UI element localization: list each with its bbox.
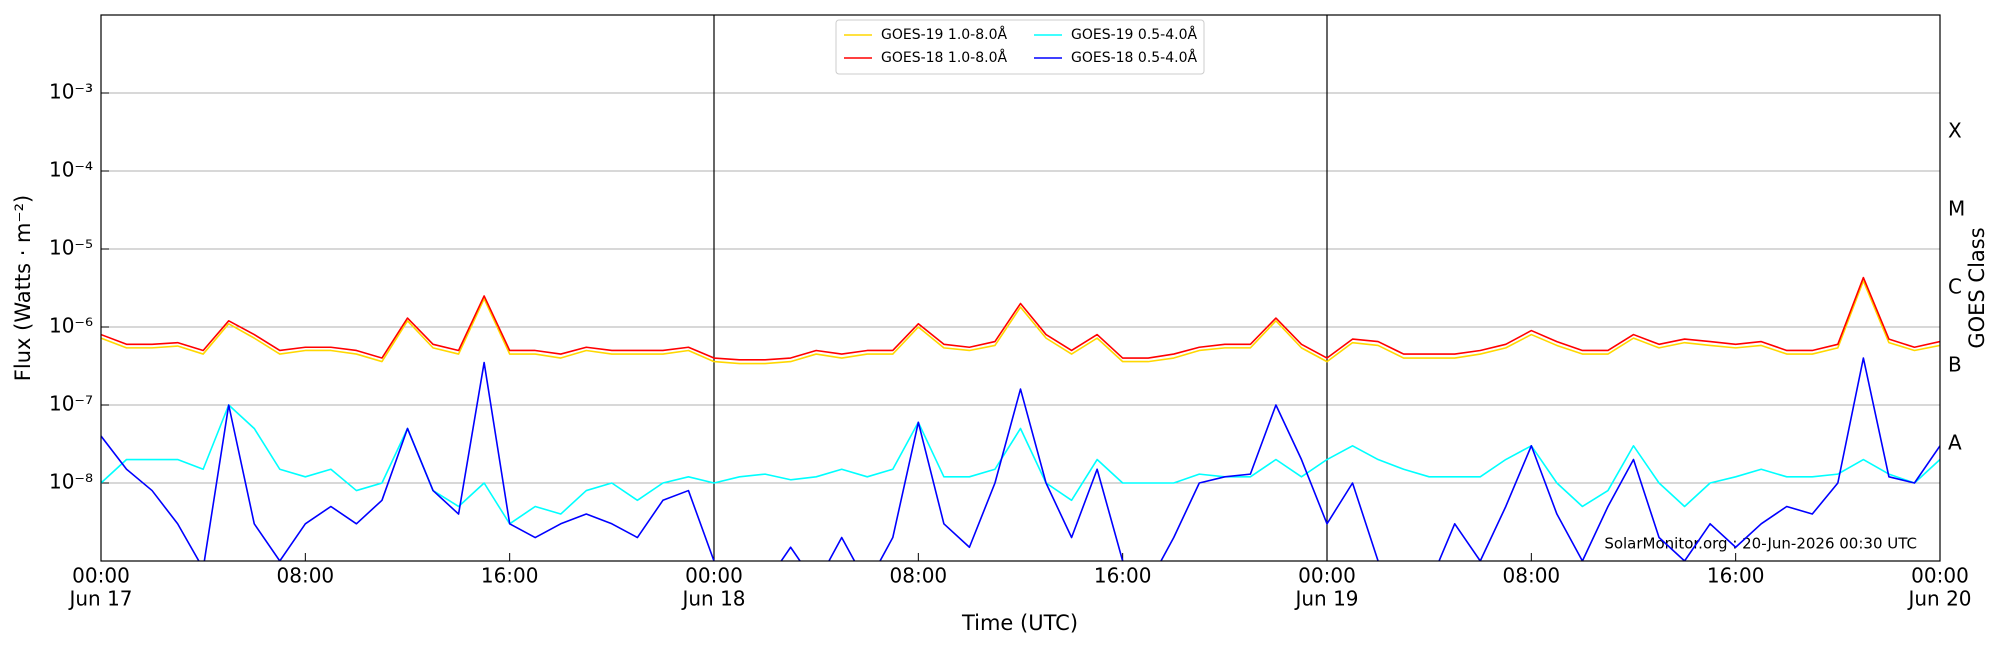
x-tick-label: 08:00 [277, 564, 335, 588]
x-tick-label: 08:00 [890, 564, 948, 588]
y-tick-label: 10⁻⁵ [49, 236, 93, 260]
x-tick-label: 00:00 [1298, 564, 1356, 588]
legend-box [835, 19, 1205, 75]
legend-label: GOES-19 0.5-4.0Å [1071, 26, 1197, 43]
series-line [101, 276, 1940, 361]
x-tick-label: 00:00 [1911, 564, 1969, 588]
legend-label: GOES-19 1.0-8.0Å [881, 26, 1007, 43]
y-tick-label: 10⁻⁸ [49, 470, 93, 494]
y2-tick-label: M [1948, 197, 1965, 221]
x-tick-label: 16:00 [481, 564, 539, 588]
x-tick-date: Jun 18 [680, 587, 745, 611]
legend-label: GOES-18 0.5-4.0Å [1071, 49, 1197, 66]
x-tick-date: Jun 20 [1906, 587, 1971, 611]
x-tick-label: 16:00 [1094, 564, 1152, 588]
y2-tick-label: A [1948, 431, 1962, 455]
legend: GOES-19 1.0-8.0Å GOES-18 1.0-8.0Å GOES-19 … [835, 19, 1205, 75]
annotation: SolarMonitor.org : 20-Jun-2026 00:30 UTC [1604, 535, 1917, 553]
series-line [101, 280, 1940, 365]
plot-frame [100, 14, 1941, 562]
x-tick-label: 16:00 [1707, 564, 1765, 588]
y2-tick-label: C [1948, 275, 1962, 299]
series-line [101, 357, 1940, 561]
y2-axis-label: GOES Class [1965, 227, 1989, 348]
legend-label: GOES-18 1.0-8.0Å [881, 49, 1007, 66]
y-tick-label: 10⁻⁴ [49, 158, 93, 182]
x-axis-label: Time (UTC) [961, 611, 1078, 635]
x-tick-date: Jun 19 [1293, 587, 1358, 611]
y2-tick-label: B [1948, 353, 1962, 377]
y-tick-label: 10⁻⁷ [49, 392, 93, 416]
x-tick-date: Jun 17 [67, 587, 132, 611]
x-tick-label: 00:00 [685, 564, 743, 588]
x-tick-label: 08:00 [1503, 564, 1561, 588]
y-axis-label: Flux (Watts · m⁻²) [11, 195, 35, 381]
x-tick-label: 00:00 [72, 564, 130, 588]
y-tick-label: 10⁻³ [49, 80, 93, 104]
y-tick-label: 10⁻⁶ [49, 314, 93, 338]
series-group [101, 276, 1940, 561]
y2-tick-label: X [1948, 119, 1962, 143]
